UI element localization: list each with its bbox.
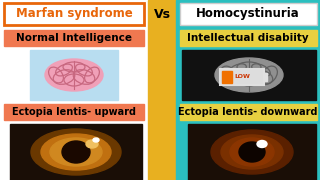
Ellipse shape — [41, 134, 111, 170]
Bar — [220, 69, 264, 85]
Text: Intellectual disabiity: Intellectual disabiity — [187, 33, 309, 43]
Bar — [180, 104, 317, 120]
Text: Normal Intelligence: Normal Intelligence — [16, 33, 132, 43]
Ellipse shape — [257, 141, 267, 147]
Text: LOW: LOW — [234, 75, 250, 80]
Ellipse shape — [86, 140, 98, 148]
Ellipse shape — [230, 138, 274, 166]
Bar — [176, 0, 320, 180]
Bar — [264, 73, 267, 81]
Ellipse shape — [93, 138, 99, 142]
Bar — [4, 30, 144, 46]
Text: Ectopia lentis- downward: Ectopia lentis- downward — [178, 107, 318, 117]
Bar — [30, 50, 118, 100]
Bar — [222, 71, 232, 83]
Ellipse shape — [211, 130, 293, 174]
Bar — [182, 50, 316, 100]
Ellipse shape — [215, 58, 283, 92]
Ellipse shape — [221, 135, 283, 169]
Bar — [4, 104, 144, 120]
Bar — [188, 124, 316, 180]
Text: Homocystinuria: Homocystinuria — [196, 8, 300, 21]
Bar — [180, 30, 317, 46]
Ellipse shape — [239, 142, 265, 162]
Text: Vs: Vs — [154, 8, 171, 21]
Bar — [148, 0, 176, 180]
Ellipse shape — [50, 138, 102, 166]
Text: Ectopia lentis- upward: Ectopia lentis- upward — [12, 107, 136, 117]
Ellipse shape — [62, 141, 90, 163]
Ellipse shape — [45, 59, 103, 91]
Bar — [0, 0, 148, 180]
FancyBboxPatch shape — [4, 3, 144, 25]
Ellipse shape — [31, 129, 121, 175]
Bar — [10, 124, 142, 180]
Text: Marfan syndrome: Marfan syndrome — [16, 8, 132, 21]
FancyBboxPatch shape — [180, 3, 317, 25]
